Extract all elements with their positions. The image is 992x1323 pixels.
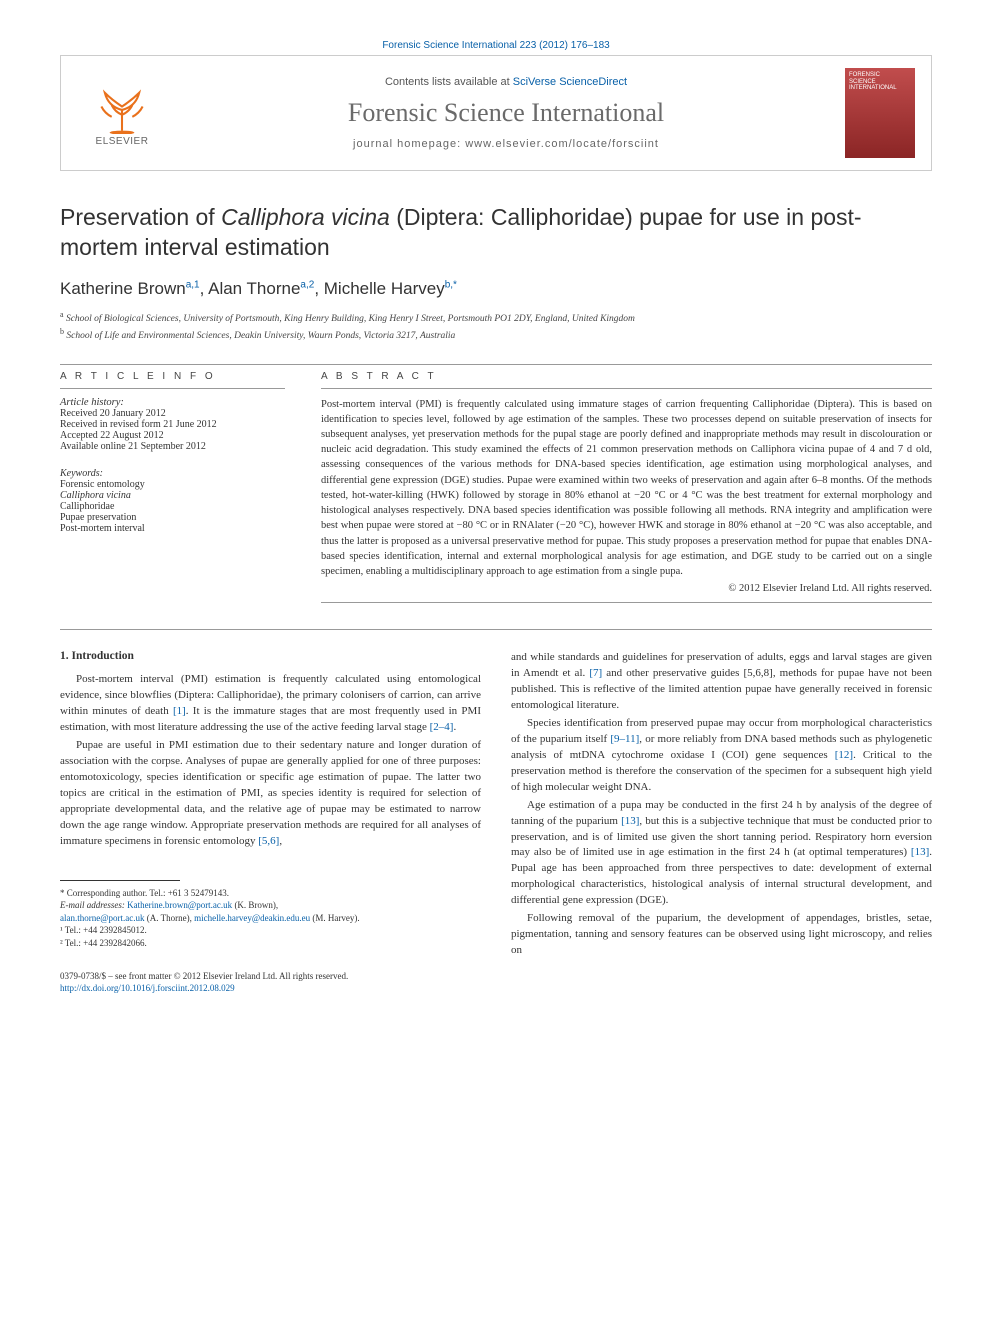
cover-label-1: FORENSIC [849, 72, 911, 79]
author-1: Katherine Brown [60, 279, 186, 298]
body-para: Age estimation of a pupa may be conducte… [511, 798, 932, 910]
divider [60, 629, 932, 630]
divider [60, 364, 932, 365]
email-name: (K. Brown), [232, 900, 278, 910]
email-link[interactable]: alan.thorne@port.ac.uk [60, 913, 145, 923]
history-received: Received 20 January 2012 [60, 408, 285, 419]
section-heading-1: 1. Introduction [60, 650, 481, 662]
aff-a-text: School of Biological Sciences, Universit… [66, 314, 635, 324]
homepage-prefix: journal homepage: [353, 138, 465, 150]
abstract-divider [321, 602, 932, 603]
authors: Katherine Browna,1, Alan Thornea,2, Mich… [60, 279, 932, 299]
article-title: Preservation of Calliphora vicina (Dipte… [60, 203, 932, 263]
author-1-sup: a,1 [186, 279, 200, 290]
body-para: Following removal of the puparium, the d… [511, 911, 932, 959]
affiliation-b: b School of Life and Environmental Scien… [60, 326, 932, 343]
abstract-label: A B S T R A C T [321, 371, 932, 382]
homepage-url[interactable]: www.elsevier.com/locate/forsciint [465, 138, 659, 150]
history-online: Available online 21 September 2012 [60, 441, 285, 452]
keyword: Calliphoridae [60, 501, 285, 512]
cover-label-2: SCIENCE [849, 79, 911, 86]
journal-header: ELSEVIER Contents lists available at Sci… [60, 55, 932, 171]
keyword: Pupae preservation [60, 512, 285, 523]
aff-b-text: School of Life and Environmental Science… [66, 331, 455, 341]
body-para: Post-mortem interval (PMI) estimation is… [60, 672, 481, 736]
citation-line: Forensic Science International 223 (2012… [60, 40, 932, 51]
article-info-column: A R T I C L E I N F O Article history: R… [60, 371, 285, 610]
email-addresses: E-mail addresses: Katherine.brown@port.a… [60, 899, 481, 912]
corresponding-author: * Corresponding author. Tel.: +61 3 5247… [60, 887, 481, 900]
email-link[interactable]: Katherine.brown@port.ac.uk [127, 900, 232, 910]
body-columns: 1. Introduction Post-mortem interval (PM… [60, 650, 932, 994]
history-title: Article history: [60, 397, 285, 408]
author-2-sup: a,2 [300, 279, 314, 290]
affiliations: a School of Biological Sciences, Univers… [60, 309, 932, 344]
body-para: and while standards and guidelines for p… [511, 650, 932, 714]
abstract-column: A B S T R A C T Post-mortem interval (PM… [321, 371, 932, 610]
keywords-title: Keywords: [60, 468, 285, 479]
corresponding-footer: * Corresponding author. Tel.: +61 3 5247… [60, 880, 481, 950]
copyright: © 2012 Elsevier Ireland Ltd. All rights … [321, 583, 932, 594]
body-col-left: 1. Introduction Post-mortem interval (PM… [60, 650, 481, 994]
body-col-right: and while standards and guidelines for p… [511, 650, 932, 994]
author-3-sup: b,* [445, 279, 457, 290]
email-name: (M. Harvey). [310, 913, 359, 923]
email-link[interactable]: michelle.harvey@deakin.edu.eu [194, 913, 310, 923]
publisher-name: ELSEVIER [96, 136, 149, 147]
contents-prefix: Contents lists available at [385, 76, 513, 88]
contents-line: Contents lists available at SciVerse Sci… [187, 76, 825, 88]
bottom-bar: 0379-0738/$ – see front matter © 2012 El… [60, 970, 481, 995]
journal-homepage: journal homepage: www.elsevier.com/locat… [187, 138, 825, 150]
keyword: Post-mortem interval [60, 523, 285, 534]
affiliation-a: a School of Biological Sciences, Univers… [60, 309, 932, 326]
title-species: Calliphora vicina [221, 204, 390, 230]
author-3: , Michelle Harvey [314, 279, 444, 298]
footer-rule [60, 880, 180, 881]
citation-link[interactable]: Forensic Science International 223 (2012… [382, 40, 609, 51]
history-accepted: Accepted 22 August 2012 [60, 430, 285, 441]
keyword: Forensic entomology [60, 479, 285, 490]
author-2: , Alan Thorne [200, 279, 301, 298]
meta-row: A R T I C L E I N F O Article history: R… [60, 371, 932, 610]
email-row-2: alan.thorne@port.ac.uk (A. Thorne), mich… [60, 912, 481, 925]
doi-link[interactable]: http://dx.doi.org/10.1016/j.forsciint.20… [60, 983, 235, 993]
email-label: E-mail addresses: [60, 900, 127, 910]
keyword: Calliphora vicina [60, 490, 285, 501]
article-info-label: A R T I C L E I N F O [60, 371, 285, 382]
title-pre: Preservation of [60, 204, 221, 230]
issn-line: 0379-0738/$ – see front matter © 2012 El… [60, 970, 481, 983]
email-name: (A. Thorne), [145, 913, 195, 923]
elsevier-tree-icon [87, 79, 157, 134]
body-para: Species identification from preserved pu… [511, 716, 932, 796]
journal-name: Forensic Science International [187, 98, 825, 128]
keyword-italic: Calliphora vicina [60, 490, 131, 501]
body-para: Pupae are useful in PMI estimation due t… [60, 738, 481, 850]
abstract-text: Post-mortem interval (PMI) is frequently… [321, 388, 932, 580]
cover-label-3: INTERNATIONAL [849, 85, 911, 92]
sciencedirect-link[interactable]: SciVerse ScienceDirect [513, 76, 627, 88]
tel-2: ² Tel.: +44 2392842066. [60, 937, 481, 950]
history-revised: Received in revised form 21 June 2012 [60, 419, 285, 430]
publisher-logo: ELSEVIER [77, 68, 167, 158]
journal-cover-thumb: FORENSIC SCIENCE INTERNATIONAL [845, 68, 915, 158]
tel-1: ¹ Tel.: +44 2392845012. [60, 924, 481, 937]
